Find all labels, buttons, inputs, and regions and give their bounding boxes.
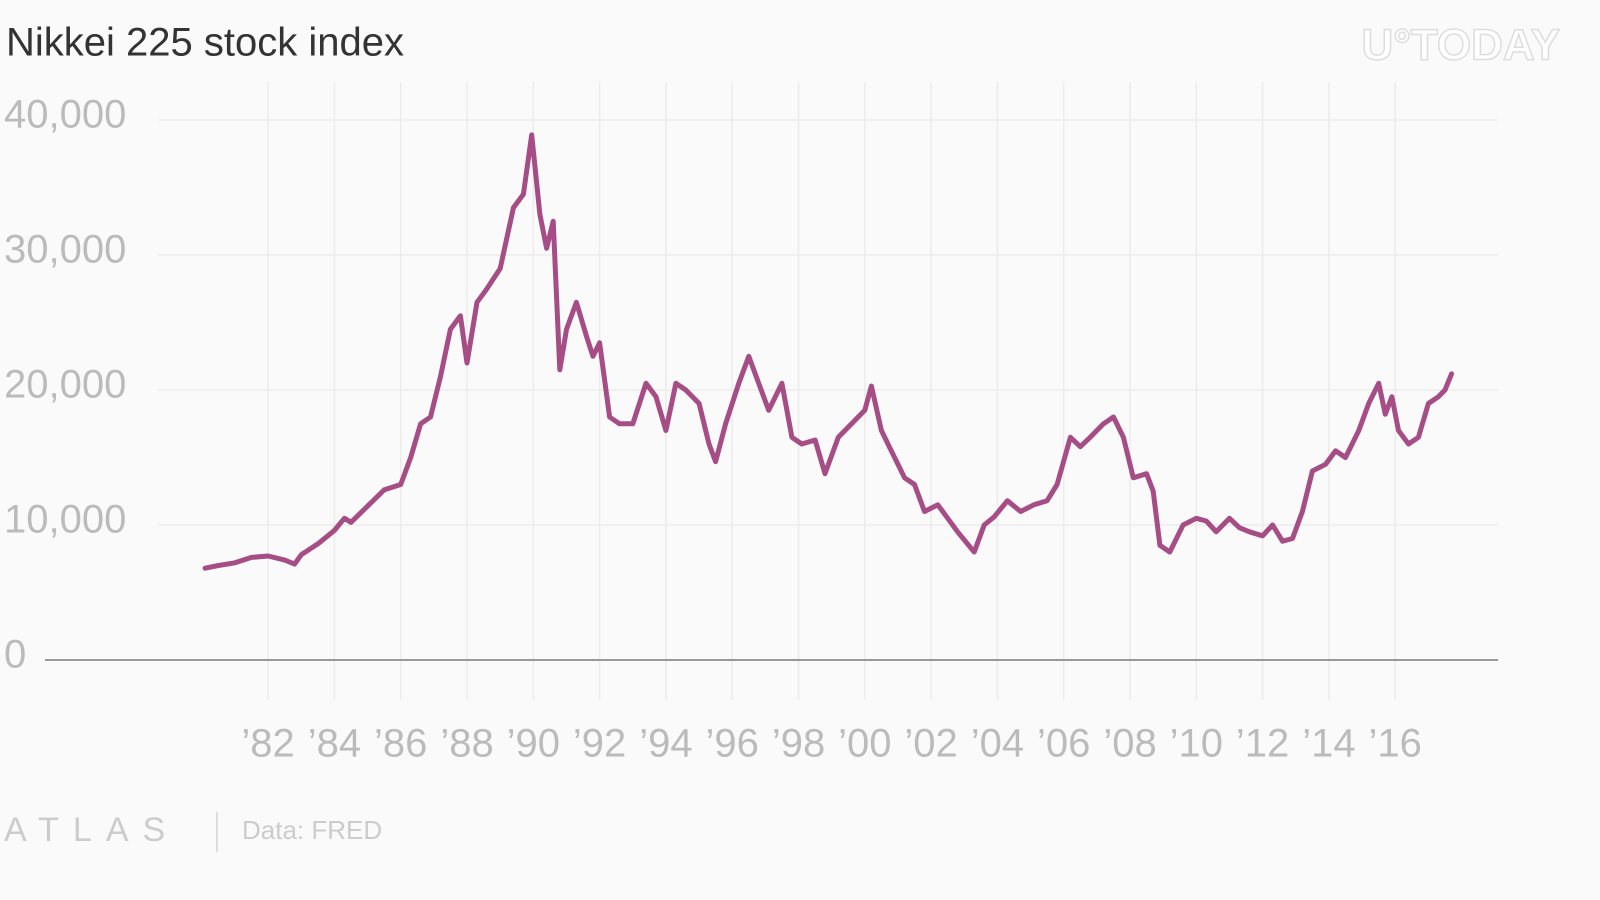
x-tick-label: ’82 — [241, 722, 294, 766]
x-tick-label: ’00 — [838, 722, 891, 766]
x-tick-label: ’88 — [440, 722, 493, 766]
x-tick-label: ’14 — [1302, 722, 1355, 766]
y-tick-label: 20,000 — [4, 363, 126, 407]
y-tick-label: 10,000 — [4, 498, 126, 542]
x-tick-label: ’08 — [1103, 722, 1156, 766]
x-tick-label: ’02 — [904, 722, 957, 766]
x-tick-label: ’96 — [706, 722, 759, 766]
x-tick-label: ’12 — [1236, 722, 1289, 766]
y-tick-label: 40,000 — [4, 93, 126, 137]
x-tick-label: ’86 — [374, 722, 427, 766]
y-tick-label: 30,000 — [4, 228, 126, 272]
x-tick-label: ’90 — [507, 722, 560, 766]
x-tick-label: ’94 — [639, 722, 692, 766]
line — [202, 132, 1455, 571]
x-tick-label: ’92 — [573, 722, 626, 766]
x-tick-label: ’10 — [1170, 722, 1223, 766]
x-tick-label: ’06 — [1037, 722, 1090, 766]
source: Data: FRED — [242, 815, 382, 845]
x-tick-label: ’84 — [308, 722, 361, 766]
x-tick-label: ’04 — [971, 722, 1024, 766]
brand: ATLAS — [4, 811, 179, 849]
chart-title: Nikkei 225 stock index — [6, 21, 404, 65]
y-tick-label: 0 — [4, 633, 26, 677]
x-tick-label: ’98 — [772, 722, 825, 766]
x-tick-label: ’16 — [1369, 722, 1422, 766]
watermark: U°TODAY — [1361, 21, 1560, 70]
